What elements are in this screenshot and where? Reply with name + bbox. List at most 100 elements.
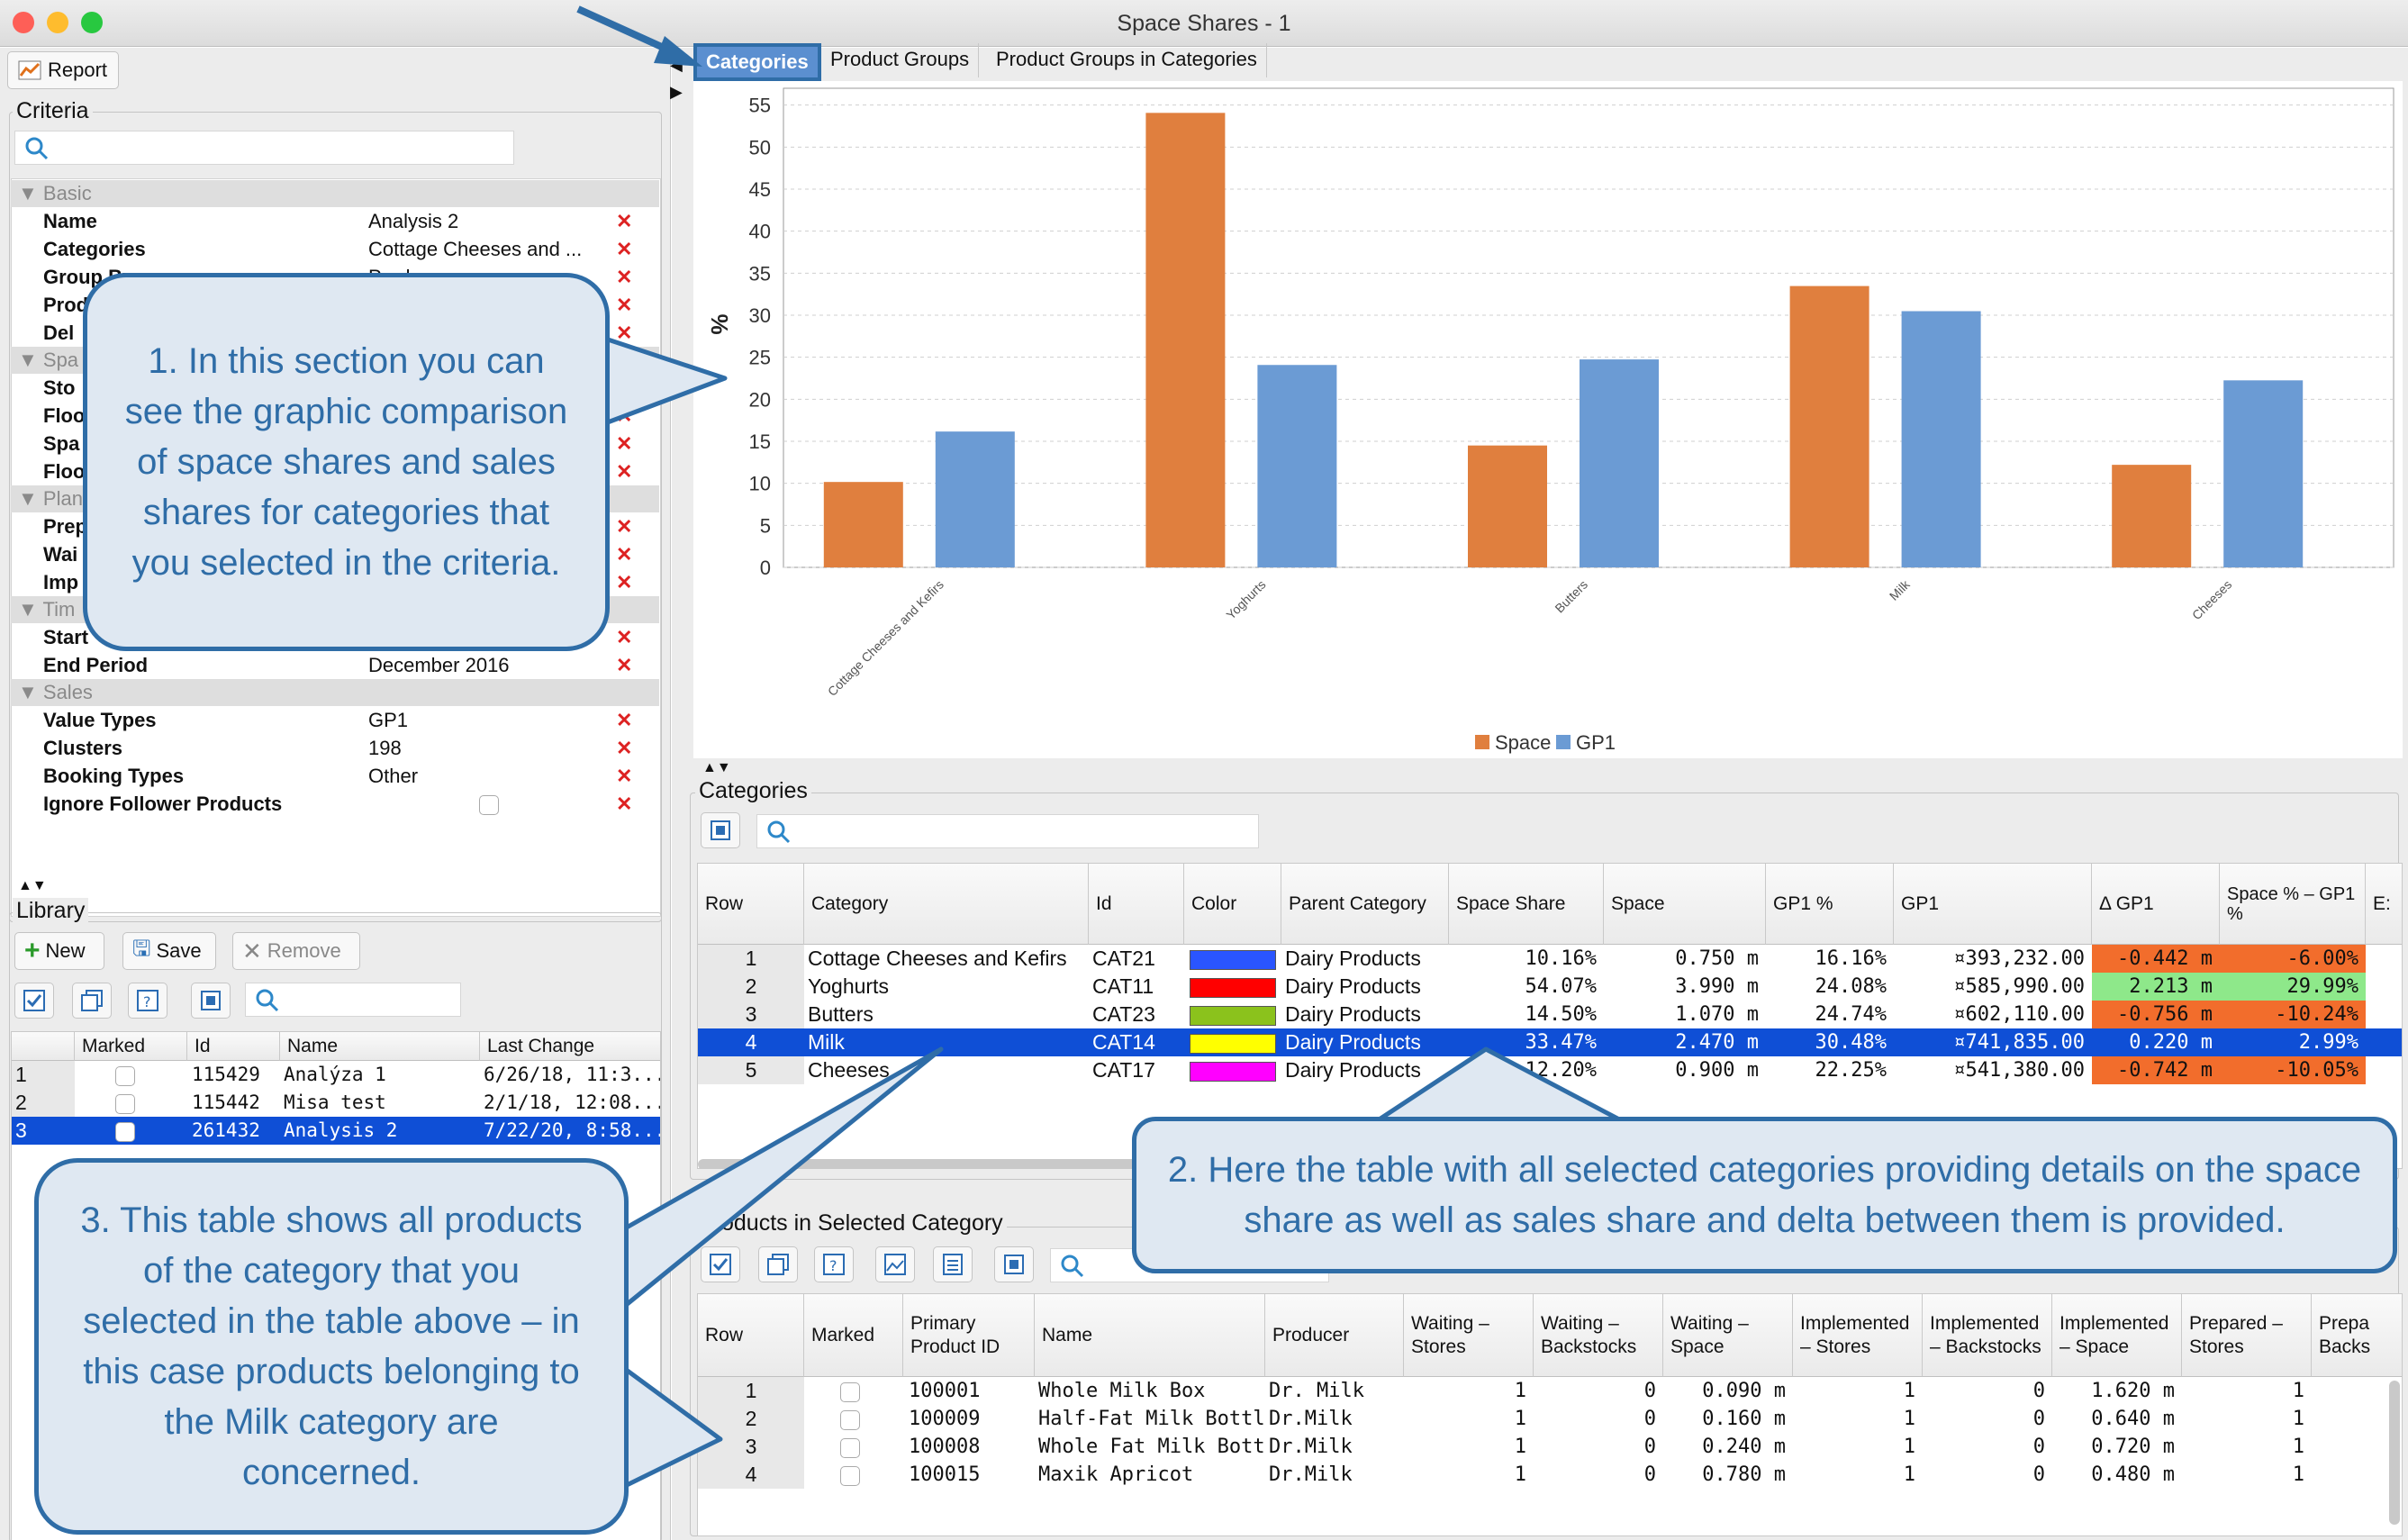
check-all-icon[interactable] — [701, 1246, 740, 1282]
ignore-follower-checkbox[interactable] — [479, 795, 499, 816]
prod-col-marked[interactable]: Marked — [804, 1294, 903, 1377]
splitter-arrows-icon[interactable]: ▲▼ — [702, 760, 731, 775]
criteria-row[interactable]: Ignore Follower Products ✕ — [11, 790, 659, 818]
prod-col-name[interactable]: Name — [1035, 1294, 1265, 1377]
cat-col-delta-gp1[interactable]: Δ GP1 — [2092, 864, 2220, 945]
table-row[interactable]: 2 115442 Misa test 2/1/18, 12:08... — [12, 1089, 660, 1117]
tab-product-groups[interactable]: Product Groups — [821, 43, 980, 77]
cat-col-extra[interactable]: E: — [2366, 864, 2402, 945]
copy-icon[interactable] — [758, 1246, 798, 1282]
cat-col-category[interactable]: Category — [804, 864, 1089, 945]
zoom-window-button[interactable] — [81, 12, 103, 33]
table-row[interactable]: 1 Cottage Cheeses and Kefirs CAT21 Dairy… — [698, 945, 2402, 973]
clear-icon[interactable]: ✕ — [616, 322, 633, 344]
categories-search-input[interactable] — [756, 814, 1259, 848]
marked-checkbox[interactable] — [115, 1065, 135, 1086]
marked-checkbox[interactable] — [115, 1121, 135, 1142]
criteria-row[interactable]: Wai ✕ — [11, 540, 659, 568]
cat-col-gp1-pct[interactable]: GP1 % — [1766, 864, 1894, 945]
help-icon[interactable]: ? — [128, 983, 167, 1019]
remove-button[interactable]: ✕ Remove — [232, 932, 360, 970]
library-col-name[interactable]: Name — [280, 1032, 480, 1061]
prod-col-row[interactable]: Row — [698, 1294, 804, 1377]
cat-col-space-share[interactable]: Space Share — [1449, 864, 1604, 945]
clear-icon[interactable]: ✕ — [616, 432, 633, 455]
marked-checkbox[interactable] — [840, 1437, 860, 1458]
export-icon[interactable] — [994, 1246, 1034, 1282]
library-col-row[interactable] — [12, 1032, 75, 1061]
export-icon[interactable] — [701, 812, 740, 848]
criteria-row[interactable]: Categories Cottage Cheeses and ... ✕ — [11, 235, 659, 263]
clear-icon[interactable]: ✕ — [616, 515, 633, 538]
library-search-input[interactable] — [245, 983, 461, 1017]
cat-col-parent-category[interactable]: Parent Category — [1281, 864, 1449, 945]
clear-icon[interactable]: ✕ — [616, 654, 633, 676]
cat-col-gp1[interactable]: GP1 — [1894, 864, 2092, 945]
criteria-row[interactable]: End Period December 2016 ✕ — [11, 651, 659, 679]
marked-checkbox[interactable] — [840, 1409, 860, 1430]
report-button[interactable]: Report — [7, 51, 119, 89]
new-button[interactable]: + New — [14, 932, 104, 970]
cat-col-space[interactable]: Space — [1604, 864, 1766, 945]
clear-icon[interactable]: ✕ — [616, 737, 633, 759]
cat-col-space-minus-gp1[interactable]: Space % – GP1 % — [2220, 864, 2366, 945]
table-row[interactable]: 2 Yoghurts CAT11 Dairy Products 54.07% 3… — [698, 973, 2402, 1001]
table-row[interactable]: 1 115429 Analýza 1 6/26/18, 11:3... — [12, 1061, 660, 1089]
marked-checkbox[interactable] — [115, 1093, 135, 1114]
criteria-row[interactable]: Prod ✕ — [11, 291, 659, 319]
prod-col-prepared-backstocks[interactable]: Prepa Backs — [2312, 1294, 2402, 1377]
save-button[interactable]: 🖫 Save — [122, 932, 216, 970]
clear-icon[interactable]: ✕ — [616, 210, 633, 232]
clear-icon[interactable]: ✕ — [616, 626, 633, 648]
marked-checkbox[interactable] — [840, 1381, 860, 1402]
table-row[interactable]: 3 Butters CAT23 Dairy Products 14.50% 1.… — [698, 1001, 2402, 1028]
clear-icon[interactable]: ✕ — [616, 238, 633, 260]
prod-col-waiting-stores[interactable]: Waiting – Stores — [1404, 1294, 1534, 1377]
clear-icon[interactable]: ✕ — [616, 266, 633, 288]
prod-col-primary-id[interactable]: Primary Product ID — [903, 1294, 1035, 1377]
clear-icon[interactable]: ✕ — [616, 571, 633, 593]
cat-col-id[interactable]: Id — [1089, 864, 1184, 945]
library-col-last-change[interactable]: Last Change — [480, 1032, 660, 1061]
clear-icon[interactable]: ✕ — [616, 793, 633, 815]
help-icon[interactable]: ? — [814, 1246, 854, 1282]
table-row[interactable]: 3 100008 Whole Fat Milk Bottle Dr.Milk 1… — [698, 1433, 2387, 1461]
table-row[interactable]: 2 100009 Half-Fat Milk Bottle Dr.Milk 1 … — [698, 1405, 2387, 1433]
cat-col-row[interactable]: Row — [698, 864, 804, 945]
clear-icon[interactable]: ✕ — [616, 543, 633, 566]
criteria-group-sales[interactable]: ▼ Sales — [11, 679, 659, 706]
library-col-id[interactable]: Id — [187, 1032, 280, 1061]
expand-right-icon[interactable]: ▶ — [670, 83, 683, 101]
marked-checkbox[interactable] — [840, 1465, 860, 1486]
image-icon[interactable] — [875, 1246, 915, 1282]
table-row-selected[interactable]: 4 Milk CAT14 Dairy Products 33.47% 2.470… — [698, 1028, 2402, 1056]
criteria-row[interactable]: Start ✕ — [11, 623, 659, 651]
prod-col-implemented-stores[interactable]: Implemented – Stores — [1793, 1294, 1923, 1377]
table-row[interactable]: 4 100015 Maxik Apricot Dr.Milk 1 0 0.780… — [698, 1461, 2387, 1489]
criteria-row[interactable]: Spa ✕ — [11, 430, 659, 457]
check-all-icon[interactable] — [14, 983, 54, 1019]
clear-icon[interactable]: ✕ — [616, 765, 633, 787]
criteria-row[interactable]: Imp ✕ — [11, 568, 659, 596]
prod-col-waiting-space[interactable]: Waiting – Space — [1663, 1294, 1793, 1377]
prod-col-implemented-backstocks[interactable]: Implemented – Backstocks — [1923, 1294, 2052, 1377]
copy-icon[interactable] — [72, 983, 112, 1019]
clear-icon[interactable]: ✕ — [616, 294, 633, 316]
tab-product-groups-in-categories[interactable]: Product Groups in Categories — [987, 43, 1267, 77]
clear-icon[interactable]: ✕ — [616, 709, 633, 731]
vertical-scrollbar[interactable] — [2389, 1381, 2400, 1525]
prod-col-producer[interactable]: Producer — [1265, 1294, 1404, 1377]
criteria-search-input[interactable] — [14, 131, 514, 165]
table-row-selected[interactable]: 3 261432 Analysis 2 7/22/20, 8:58... — [12, 1117, 660, 1145]
list-icon[interactable] — [933, 1246, 973, 1282]
prod-col-waiting-backstocks[interactable]: Waiting – Backstocks — [1534, 1294, 1663, 1377]
criteria-row[interactable]: Clusters 198 ✕ — [11, 734, 659, 762]
criteria-row[interactable]: Name Analysis 2 ✕ — [11, 207, 659, 235]
tab-categories[interactable]: Categories — [693, 43, 821, 81]
cat-col-color[interactable]: Color — [1184, 864, 1281, 945]
close-window-button[interactable] — [13, 12, 34, 33]
criteria-row[interactable]: Booking Types Other ✕ — [11, 762, 659, 790]
splitter-arrows-icon[interactable]: ▲▼ — [18, 878, 47, 893]
criteria-row[interactable]: Value Types GP1 ✕ — [11, 706, 659, 734]
export-icon[interactable] — [191, 983, 231, 1019]
